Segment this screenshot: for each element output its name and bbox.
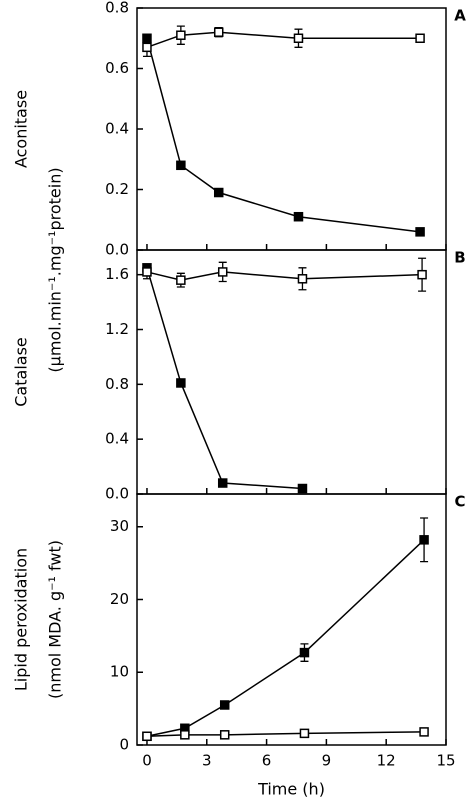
series-line <box>146 31 421 49</box>
y-tick-label: 0.8 <box>105 0 129 17</box>
y-tick-label: 0.4 <box>105 120 129 138</box>
y-tick-label: 20 <box>110 590 129 608</box>
y-tick-label: 30 <box>110 517 129 535</box>
data-point <box>176 275 186 285</box>
y-axis-units: (nmol MDA. g⁻¹ fwt) <box>46 540 65 699</box>
y-axis-label: Lipid peroxidation <box>12 548 31 691</box>
series-line <box>146 271 423 281</box>
y-tick-label: 0.0 <box>105 241 129 259</box>
y-tick-label: 1.2 <box>105 320 129 338</box>
data-point <box>213 27 224 37</box>
data-point <box>299 728 310 739</box>
data-point <box>142 731 152 742</box>
panel-label: C <box>454 493 465 511</box>
data-point <box>176 378 186 388</box>
data-point <box>415 33 425 43</box>
x-tick-label: 6 <box>262 752 272 770</box>
y-tick-label: 0.0 <box>105 485 129 503</box>
data-point <box>176 30 186 40</box>
series-line <box>146 539 425 738</box>
y-axis-label: Aconitase <box>12 90 31 168</box>
panel-label: A <box>454 7 466 25</box>
data-point <box>299 647 310 658</box>
data-point <box>419 535 429 545</box>
x-axis-label: Time (h) <box>257 780 325 799</box>
data-point <box>297 483 308 494</box>
panel-label: B <box>454 249 465 267</box>
series-line <box>146 267 303 490</box>
plot-frame <box>136 493 447 746</box>
data-point <box>217 478 228 488</box>
y-tick-label: 0.4 <box>105 430 129 448</box>
data-point <box>297 274 308 284</box>
x-tick-label: 9 <box>322 752 332 770</box>
data-point <box>293 33 304 43</box>
y-tick-label: 1.6 <box>105 265 129 283</box>
data-point <box>415 227 425 237</box>
y-axis-label: Catalase <box>12 337 31 406</box>
y-tick-label: 0 <box>119 736 129 754</box>
y-tick-label: 0.8 <box>105 375 129 393</box>
data-point <box>219 730 230 740</box>
data-point <box>219 700 230 710</box>
y-tick-label: 0.2 <box>105 180 129 198</box>
x-tick-label: 0 <box>142 752 152 770</box>
y-tick-label: 0.6 <box>105 59 129 77</box>
y-axis-units: (μmol.min⁻¹.mg⁻¹protein) <box>46 167 65 372</box>
data-point <box>142 42 152 53</box>
data-point <box>176 160 186 171</box>
x-tick-label: 15 <box>436 752 455 770</box>
y-tick-label: 10 <box>110 663 129 681</box>
data-point <box>213 187 224 198</box>
data-point <box>217 267 228 277</box>
series-line <box>146 38 421 233</box>
data-point <box>419 727 429 737</box>
x-tick-label: 12 <box>377 752 396 770</box>
data-point <box>180 730 190 740</box>
data-point <box>417 269 427 280</box>
data-point <box>142 267 152 277</box>
data-point <box>293 211 304 222</box>
x-tick-label: 3 <box>202 752 212 770</box>
